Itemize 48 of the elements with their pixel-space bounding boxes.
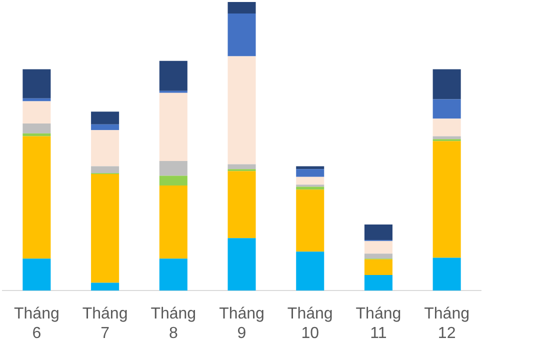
bar	[91, 112, 120, 124]
bar	[432, 118, 461, 136]
bar	[91, 124, 120, 130]
bar	[432, 136, 461, 140]
bar	[22, 124, 51, 134]
bar	[364, 259, 392, 276]
bar	[364, 254, 392, 259]
bar	[22, 101, 51, 124]
bar	[296, 186, 324, 190]
bar	[91, 282, 120, 291]
bar	[296, 169, 324, 177]
bar	[228, 171, 256, 238]
x-tick-label: Tháng 10	[287, 306, 333, 342]
x-tick-label: Tháng 8	[150, 306, 196, 342]
bar	[159, 176, 188, 186]
bar	[22, 136, 51, 259]
bar	[364, 224, 392, 240]
bar	[91, 130, 120, 166]
x-tick-label: Tháng 6	[14, 306, 60, 342]
bar	[22, 258, 51, 291]
bar	[228, 2, 256, 14]
bar	[159, 60, 188, 91]
bar	[22, 69, 51, 98]
x-tick-label: Tháng 9	[219, 306, 264, 342]
bar	[228, 14, 256, 56]
bar	[228, 164, 256, 170]
x-tick-label: Tháng 11	[356, 306, 402, 342]
bar	[296, 252, 324, 291]
bar	[432, 258, 461, 291]
bar	[91, 166, 120, 174]
x-tick-label: Tháng 12	[424, 306, 470, 342]
bar	[364, 240, 392, 254]
bar	[296, 166, 324, 170]
bar	[432, 69, 461, 100]
bar	[22, 98, 51, 102]
bar	[296, 190, 324, 252]
bar	[159, 92, 188, 162]
bar	[159, 186, 188, 259]
bar	[228, 56, 256, 164]
bar	[296, 176, 324, 185]
bar	[91, 174, 120, 283]
x-tick-label: Tháng 7	[82, 306, 128, 342]
bar	[228, 238, 256, 291]
bar	[159, 161, 188, 176]
bar	[432, 141, 461, 258]
bar	[432, 99, 461, 119]
bar	[159, 258, 188, 291]
bar	[364, 275, 392, 291]
